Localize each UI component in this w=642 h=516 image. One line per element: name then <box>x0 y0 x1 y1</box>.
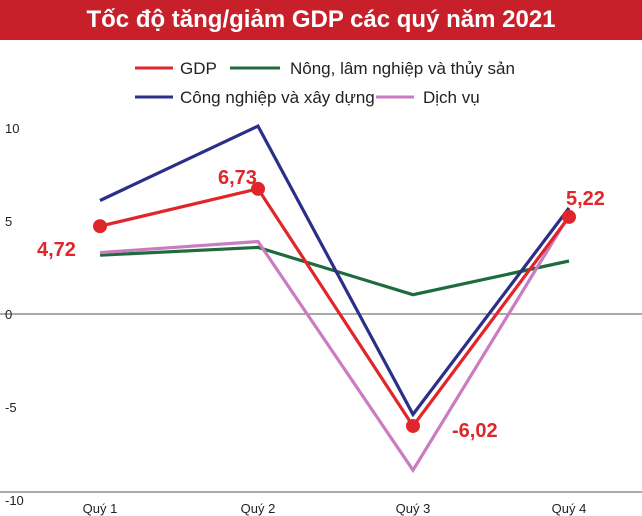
gdp-point <box>93 219 107 234</box>
gdp-data-labels: 4,72 6,73 -6,02 5,22 <box>37 167 605 442</box>
series-line <box>99 214 571 474</box>
y-axis-ticks: 10 5 0 -5 -10 <box>5 121 24 508</box>
y-tick-label: -5 <box>5 400 17 415</box>
series-line <box>99 186 571 429</box>
gdp-point <box>406 418 420 433</box>
gdp-point <box>251 181 265 196</box>
x-tick-label: Quý 3 <box>396 501 431 516</box>
chart-title: Tốc độ tăng/giảm GDP các quý năm 2021 <box>0 0 642 40</box>
x-tick-label: Quý 4 <box>552 501 587 516</box>
gdp-point <box>562 209 576 224</box>
x-axis-ticks: Quý 1 Quý 2 Quý 3 Quý 4 <box>83 501 587 516</box>
y-tick-label: 10 <box>5 121 19 136</box>
gdp-data-label: -6,02 <box>452 420 498 442</box>
legend-label: Dịch vụ <box>423 88 480 107</box>
x-tick-label: Quý 1 <box>83 501 118 516</box>
gdp-data-label: 6,73 <box>218 167 257 189</box>
series-lines <box>99 124 571 474</box>
x-tick-label: Quý 2 <box>241 501 276 516</box>
legend-label: GDP <box>180 59 217 78</box>
legend-label: Nông, lâm nghiệp và thủy sản <box>290 59 515 78</box>
series-line <box>99 124 571 418</box>
y-tick-label: 5 <box>5 214 12 229</box>
y-tick-label: -10 <box>5 493 24 508</box>
gdp-markers <box>93 181 576 433</box>
gdp-data-label: 5,22 <box>566 188 605 210</box>
y-tick-label: 0 <box>5 307 12 322</box>
gdp-data-label: 4,72 <box>37 239 76 261</box>
legend: GDP Nông, lâm nghiệp và thủy sản Công nghi… <box>135 59 515 107</box>
legend-label: Công nghiệp và xây dựng <box>180 88 375 107</box>
